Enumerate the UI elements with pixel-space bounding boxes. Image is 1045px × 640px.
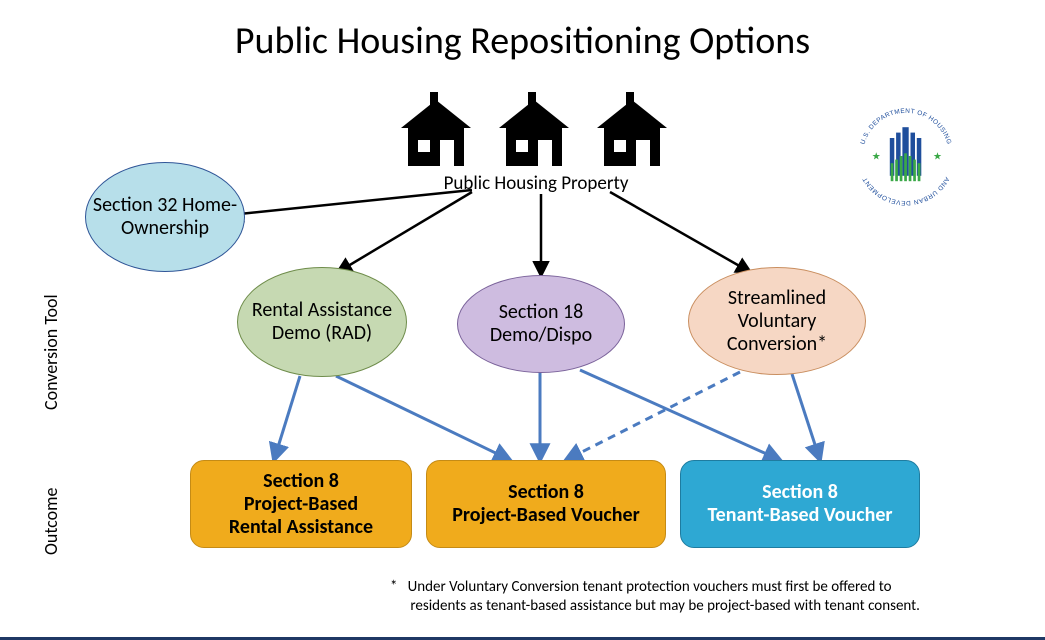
outcome-label: Section 8Project-Based Voucher [452, 481, 639, 527]
node-rad: Rental Assistance Demo (RAD) [237, 267, 407, 377]
outcome-project-voucher: Section 8Project-Based Voucher [426, 460, 666, 548]
svg-text:★: ★ [933, 151, 942, 163]
node-svc: Streamlined Voluntary Conversion* [688, 267, 866, 375]
node-sec18: Section 18 Demo/Dispo [457, 275, 625, 373]
outcome-rental-assistance: Section 8Project-BasedRental Assistance [190, 460, 412, 548]
houses-icon [386, 90, 686, 170]
outcome-label: Section 8Tenant-Based Voucher [707, 481, 892, 527]
svg-text:★: ★ [872, 151, 881, 163]
axis-outcome: Outcome [40, 455, 62, 555]
source-label: Public Housing Property [386, 172, 686, 195]
outcome-label: Section 8Project-BasedRental Assistance [229, 470, 373, 539]
page-title: Public Housing Repositioning Options [0, 18, 1045, 64]
hud-logo: U.S. DEPARTMENT OF HOUSING AND URBAN DEV… [852, 102, 960, 210]
node-section32: Section 32 Home-Ownership [85, 162, 245, 272]
footnote: * Under Voluntary Conversion tenant prot… [390, 578, 920, 616]
axis-conversion-tool: Conversion Tool [40, 260, 62, 410]
outcome-tenant-voucher: Section 8Tenant-Based Voucher [680, 460, 920, 548]
